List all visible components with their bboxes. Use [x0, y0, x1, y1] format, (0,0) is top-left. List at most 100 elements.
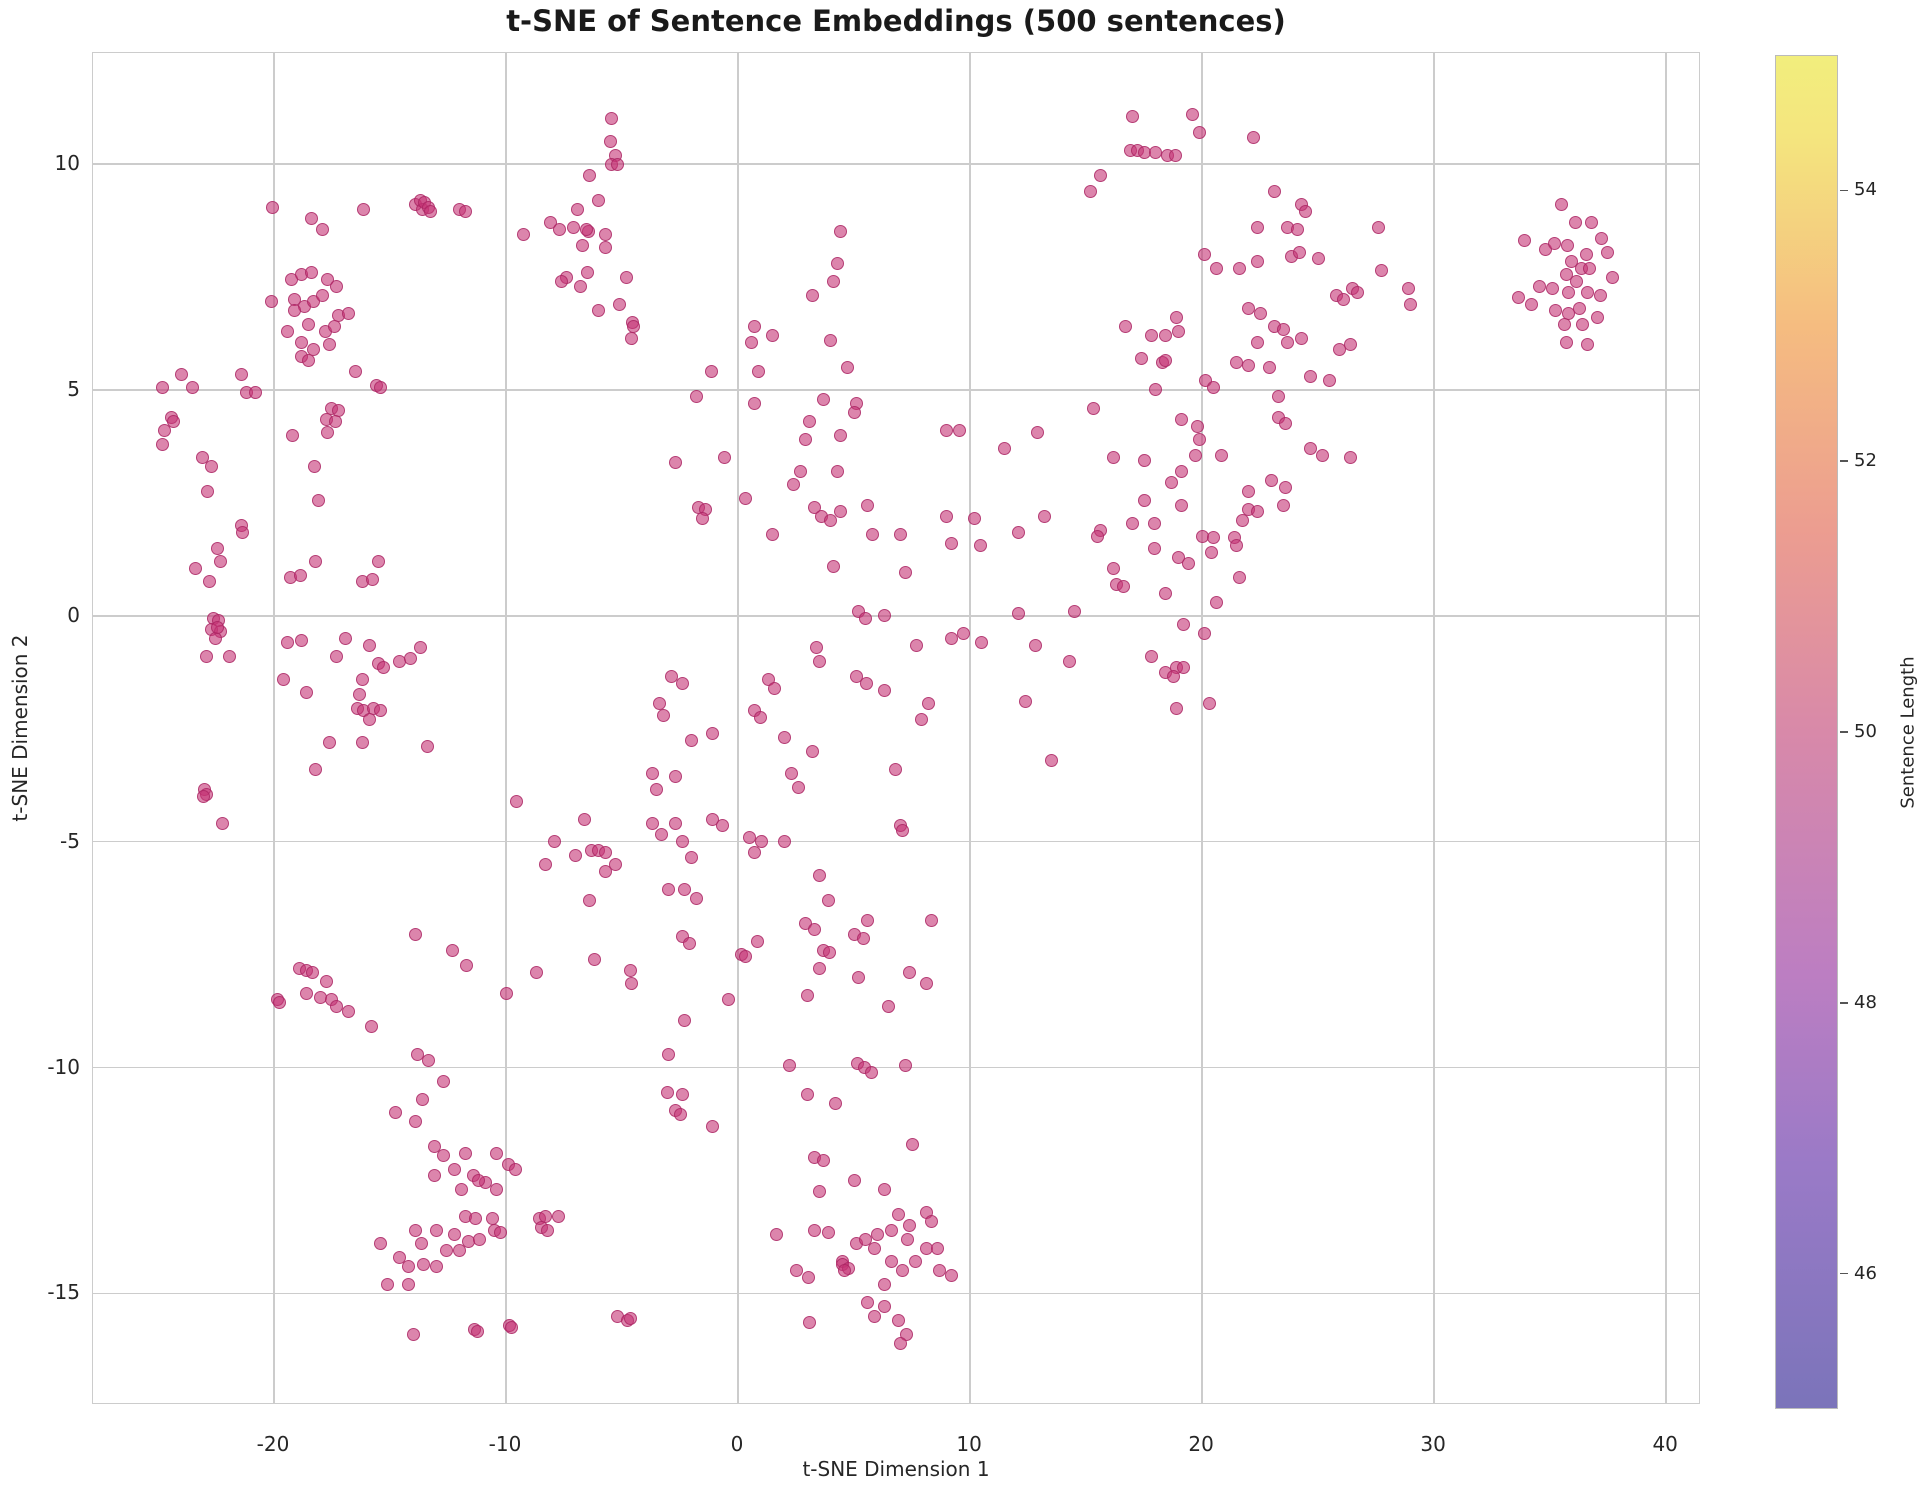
- data-point: [891, 1207, 905, 1221]
- data-point: [682, 936, 696, 950]
- data-point: [613, 297, 627, 311]
- data-point: [925, 1214, 939, 1228]
- data-point: [769, 1228, 783, 1242]
- y-tick-label--15: -15: [47, 1280, 80, 1305]
- gridline-y--15: [93, 1292, 1699, 1295]
- data-point: [583, 168, 597, 182]
- data-point: [299, 986, 313, 1000]
- data-point: [860, 677, 874, 691]
- data-point: [1555, 198, 1569, 212]
- data-point: [1344, 451, 1358, 465]
- x-tick-label-10: 10: [956, 1432, 982, 1456]
- data-point: [319, 975, 333, 989]
- data-point: [323, 735, 337, 749]
- data-point: [305, 966, 319, 980]
- data-point: [214, 555, 228, 569]
- y-tick-label-0: 0: [67, 602, 80, 627]
- data-point: [1242, 485, 1256, 499]
- data-point: [302, 354, 316, 368]
- data-point: [747, 846, 761, 860]
- data-point: [678, 882, 692, 896]
- data-point: [348, 365, 362, 379]
- data-point: [824, 333, 838, 347]
- data-point: [812, 1185, 826, 1199]
- colorbar: [1775, 55, 1838, 1409]
- data-point: [1298, 205, 1312, 219]
- data-point: [645, 767, 659, 781]
- data-point: [1144, 329, 1158, 343]
- data-point: [266, 200, 280, 214]
- data-point: [1557, 317, 1571, 331]
- data-point: [968, 512, 982, 526]
- data-point: [308, 460, 322, 474]
- data-point: [1148, 516, 1162, 530]
- data-point: [551, 1210, 565, 1224]
- data-point: [1028, 638, 1042, 652]
- data-point: [801, 1088, 815, 1102]
- data-point: [576, 238, 590, 252]
- data-point: [1371, 220, 1385, 234]
- colorbar-tick-label-48: 48: [1854, 991, 1877, 1013]
- data-point: [1404, 297, 1418, 311]
- data-point: [953, 424, 967, 438]
- data-point: [893, 528, 907, 542]
- data-point: [706, 1119, 720, 1133]
- data-point: [490, 1146, 504, 1160]
- data-point: [1158, 586, 1172, 600]
- data-point: [624, 977, 638, 991]
- colorbar-tick-mark-50: [1840, 731, 1848, 733]
- data-point: [822, 893, 836, 907]
- data-point: [675, 1088, 689, 1102]
- data-point: [529, 966, 543, 980]
- data-point: [1351, 286, 1365, 300]
- data-point: [605, 112, 619, 126]
- data-point: [323, 338, 337, 352]
- data-point: [903, 1219, 917, 1233]
- data-point: [620, 270, 634, 284]
- data-point: [668, 817, 682, 831]
- data-point: [1188, 448, 1202, 462]
- data-point: [852, 970, 866, 984]
- data-point: [833, 225, 847, 239]
- x-tick-label--10: -10: [488, 1432, 522, 1456]
- gridline-x--10: [505, 53, 507, 1403]
- data-point: [1063, 654, 1077, 668]
- data-point: [424, 205, 438, 219]
- data-point: [156, 381, 170, 395]
- data-point: [678, 1013, 692, 1027]
- data-point: [316, 223, 330, 237]
- data-point: [1186, 107, 1200, 121]
- data-point: [870, 1228, 884, 1242]
- data-point: [1158, 329, 1172, 343]
- data-point: [299, 686, 313, 700]
- data-point: [1580, 286, 1594, 300]
- data-point: [603, 135, 617, 149]
- data-point: [1126, 110, 1139, 124]
- data-point: [599, 864, 613, 878]
- data-point: [1107, 561, 1121, 575]
- x-tick-label-20: 20: [1188, 1432, 1214, 1456]
- chart-title: t-SNE of Sentence Embeddings (500 senten…: [506, 4, 1286, 38]
- plot-area: [92, 52, 1700, 1404]
- data-point: [201, 485, 215, 499]
- data-point: [900, 1232, 914, 1246]
- gridline-y--10: [93, 1066, 1699, 1069]
- data-point: [847, 406, 861, 420]
- data-point: [673, 1108, 687, 1122]
- data-point: [1168, 148, 1182, 162]
- data-point: [1344, 338, 1358, 352]
- data-point: [1580, 338, 1594, 352]
- data-point: [210, 620, 224, 634]
- data-point: [784, 767, 798, 781]
- data-point: [645, 817, 659, 831]
- data-point: [861, 914, 875, 928]
- data-point: [833, 505, 847, 519]
- colorbar-label: Sentence Length: [1897, 656, 1919, 809]
- data-point: [583, 893, 597, 907]
- gridline-y--5: [93, 841, 1699, 843]
- data-point: [866, 528, 880, 542]
- data-point: [877, 683, 891, 697]
- data-point: [1177, 661, 1191, 675]
- data-point: [427, 1169, 441, 1183]
- data-point: [668, 455, 682, 469]
